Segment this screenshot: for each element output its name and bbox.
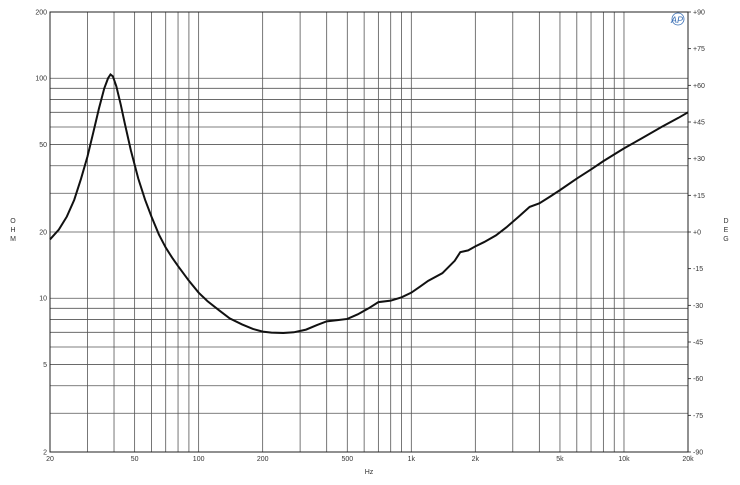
x-tick-label: 2k [472, 456, 480, 463]
x-tick-label: 100 [193, 456, 205, 463]
y2-tick-labels: +90 +75 +60 +45 +30 +15 +0 -15 -30 -45 -60 -75 -90 [688, 10, 705, 457]
y2-tick-label: +45 [693, 120, 705, 127]
x-tick-label: 1k [408, 456, 416, 463]
y2-tick-label: +60 [693, 83, 705, 90]
ap-logo: AP [670, 12, 685, 26]
x-tick-label: 200 [257, 456, 269, 463]
x-axis-label: Hz [365, 469, 374, 476]
x-tick-label: 20 [46, 456, 54, 463]
y2-tick-label: +90 [693, 10, 705, 17]
ap-logo-text: AP [670, 15, 683, 25]
y2-tick-label: +15 [693, 193, 705, 200]
y-tick-label: 10 [39, 296, 47, 303]
y2-tick-label: +75 [693, 46, 705, 53]
x-tick-labels: 20 50 100 200 500 1k 2k 5k 10k 20k [46, 456, 694, 463]
y-tick-label: 200 [35, 10, 47, 17]
x-tick-label: 500 [341, 456, 353, 463]
x-tick-label: 5k [556, 456, 564, 463]
y-tick-label: 100 [35, 76, 47, 83]
y2-tick-label: -60 [693, 376, 703, 383]
y2-tick-label: -15 [693, 266, 703, 273]
y2-tick-label: -45 [693, 340, 703, 347]
y2-tick-label: -90 [693, 450, 703, 457]
grid [50, 12, 688, 452]
series-line-impedance [49, 73, 689, 334]
y2-tick-label: -30 [693, 303, 703, 310]
y-tick-label: 2 [43, 450, 47, 457]
y2-tick-label: +0 [693, 230, 701, 237]
y-tick-labels: 2 5 10 20 50 100 200 [35, 10, 47, 457]
x-tick-label: 10k [618, 456, 630, 463]
x-tick-label: 50 [131, 456, 139, 463]
y-tick-label: 5 [43, 362, 47, 369]
y2-tick-label: -75 [693, 413, 703, 420]
y-tick-label: 50 [39, 142, 47, 149]
y-tick-label: 20 [39, 230, 47, 237]
y2-tick-label: +30 [693, 156, 705, 163]
x-tick-label: 20k [682, 456, 694, 463]
